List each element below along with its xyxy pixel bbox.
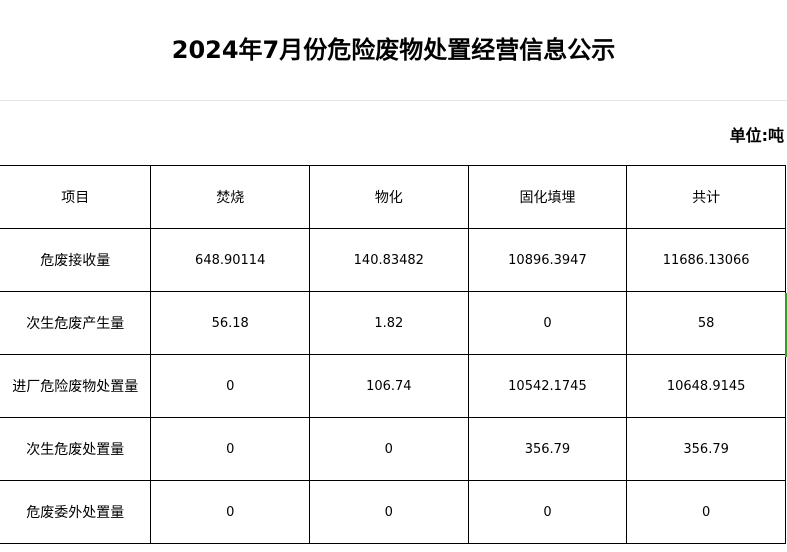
- table-cell[interactable]: 106.74: [309, 354, 469, 418]
- cell-selection-border: [785, 293, 787, 357]
- disposal-table: 项目 焚烧 物化 固化填埋 共计 危废接收量 648.90114 140.83482 10896…: [0, 165, 786, 544]
- table-cell[interactable]: 356.79: [467, 417, 628, 481]
- row-label[interactable]: 次生危废产生量: [0, 291, 152, 355]
- column-header[interactable]: 共计: [626, 165, 786, 229]
- column-header[interactable]: 固化填埋: [467, 165, 628, 229]
- table-cell[interactable]: 0: [467, 480, 628, 544]
- page-title: 2024年7月份危险废物处置经营信息公示: [171, 36, 616, 64]
- table-cell[interactable]: 0: [150, 480, 311, 544]
- table-cell[interactable]: 10542.1745: [467, 354, 628, 418]
- divider: [0, 100, 787, 101]
- row-label[interactable]: 次生危废处置量: [0, 417, 152, 481]
- table-row: 危废接收量 648.90114 140.83482 10896.3947 11686.1…: [0, 228, 786, 292]
- unit-label: 单位:吨: [729, 126, 784, 145]
- table-cell[interactable]: 0: [309, 480, 469, 544]
- table-row: 次生危废处置量 0 0 356.79 356.79: [0, 417, 786, 481]
- table-cell[interactable]: 0: [309, 417, 469, 481]
- table-cell[interactable]: 140.83482: [309, 228, 469, 292]
- column-header[interactable]: 项目: [0, 165, 152, 229]
- column-header[interactable]: 物化: [309, 165, 469, 229]
- table-row: 危废委外处置量 0 0 0 0: [0, 480, 786, 544]
- row-label[interactable]: 危废接收量: [0, 228, 152, 292]
- table-cell[interactable]: 10648.9145: [626, 354, 786, 418]
- table-cell[interactable]: 0: [150, 417, 311, 481]
- table-cell[interactable]: 0: [467, 291, 628, 355]
- table-cell[interactable]: 10896.3947: [467, 228, 628, 292]
- table-cell[interactable]: 58: [626, 291, 786, 355]
- header-row: 项目 焚烧 物化 固化填埋 共计: [0, 165, 786, 229]
- table-cell[interactable]: 11686.13066: [626, 228, 786, 292]
- table-cell[interactable]: 56.18: [150, 291, 311, 355]
- table-cell[interactable]: 1.82: [309, 291, 469, 355]
- table-cell[interactable]: 0: [626, 480, 786, 544]
- column-header[interactable]: 焚烧: [150, 165, 311, 229]
- row-label[interactable]: 危废委外处置量: [0, 480, 152, 544]
- table-row: 进厂危险废物处置量 0 106.74 10542.1745 10648.9145: [0, 354, 786, 418]
- table-cell[interactable]: 648.90114: [150, 228, 311, 292]
- table-row: 次生危废产生量 56.18 1.82 0 58: [0, 291, 786, 355]
- row-label[interactable]: 进厂危险废物处置量: [0, 354, 152, 418]
- table-cell[interactable]: 356.79: [626, 417, 786, 481]
- table-cell[interactable]: 0: [150, 354, 311, 418]
